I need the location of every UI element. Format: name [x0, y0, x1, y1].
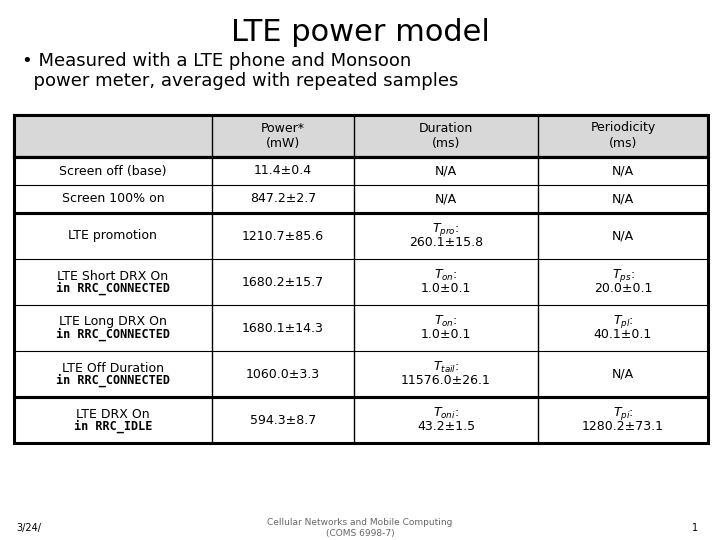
Text: in RRC_CONNECTED: in RRC_CONNECTED: [56, 281, 170, 295]
Text: 260.1±15.8: 260.1±15.8: [409, 236, 483, 249]
Text: N/A: N/A: [612, 165, 634, 178]
Text: 40.1±0.1: 40.1±0.1: [594, 328, 652, 341]
Text: 1: 1: [692, 523, 698, 533]
Text: 3/24/: 3/24/: [16, 523, 41, 533]
Text: 11.4±0.4: 11.4±0.4: [254, 165, 312, 178]
Bar: [14, 397, 708, 443]
Text: $T_{on}$:: $T_{on}$:: [434, 314, 458, 329]
Text: N/A: N/A: [435, 165, 457, 178]
Text: $T_{pi}$:: $T_{pi}$:: [613, 405, 634, 422]
Text: 1680.1±14.3: 1680.1±14.3: [242, 321, 324, 334]
Bar: [14, 397, 708, 443]
Text: $T_{pro}$:: $T_{pro}$:: [433, 221, 459, 238]
Text: N/A: N/A: [612, 192, 634, 206]
Bar: [14, 213, 708, 397]
Text: 1060.0±3.3: 1060.0±3.3: [246, 368, 320, 381]
Bar: [14, 157, 708, 213]
Text: LTE DRX On: LTE DRX On: [76, 408, 150, 421]
Text: 1280.2±73.1: 1280.2±73.1: [582, 420, 664, 433]
Text: 11576.0±26.1: 11576.0±26.1: [401, 374, 491, 387]
Text: power meter, averaged with repeated samples: power meter, averaged with repeated samp…: [22, 72, 459, 90]
Bar: [14, 157, 708, 213]
Text: Screen 100% on: Screen 100% on: [62, 192, 164, 206]
Text: $T_{tail}$:: $T_{tail}$:: [433, 360, 459, 375]
Text: in RRC_CONNECTED: in RRC_CONNECTED: [56, 327, 170, 341]
Text: in RRC_CONNECTED: in RRC_CONNECTED: [56, 373, 170, 387]
Text: LTE power model: LTE power model: [230, 18, 490, 47]
Text: Periodicity
(ms): Periodicity (ms): [590, 122, 656, 151]
Text: LTE Off Duration: LTE Off Duration: [62, 361, 164, 375]
Text: Duration
(ms): Duration (ms): [419, 122, 473, 151]
Text: 1210.7±85.6: 1210.7±85.6: [242, 230, 324, 242]
Text: Cellular Networks and Mobile Computing
(COMS 6998-7): Cellular Networks and Mobile Computing (…: [267, 518, 453, 538]
Text: N/A: N/A: [612, 368, 634, 381]
Text: $T_{oni}$:: $T_{oni}$:: [433, 406, 459, 421]
Text: $T_{pl}$:: $T_{pl}$:: [613, 313, 634, 330]
Text: 43.2±1.5: 43.2±1.5: [417, 420, 475, 433]
Text: Power*
(mW): Power* (mW): [261, 122, 305, 151]
Text: $T_{on}$:: $T_{on}$:: [434, 268, 458, 283]
Text: LTE Short DRX On: LTE Short DRX On: [58, 269, 168, 282]
Text: 594.3±8.7: 594.3±8.7: [250, 414, 316, 427]
Text: LTE promotion: LTE promotion: [68, 230, 158, 242]
Text: 1680.2±15.7: 1680.2±15.7: [242, 275, 324, 288]
Bar: [14, 213, 708, 397]
Text: in RRC_IDLE: in RRC_IDLE: [73, 419, 152, 433]
Text: Screen off (base): Screen off (base): [59, 165, 166, 178]
Text: 20.0±0.1: 20.0±0.1: [594, 282, 652, 295]
Text: $T_{ps}$:: $T_{ps}$:: [611, 267, 634, 284]
Text: 847.2±2.7: 847.2±2.7: [250, 192, 316, 206]
Text: N/A: N/A: [612, 230, 634, 242]
Text: 1.0±0.1: 1.0±0.1: [420, 282, 471, 295]
Bar: [14, 115, 708, 157]
Text: 1.0±0.1: 1.0±0.1: [420, 328, 471, 341]
Text: • Measured with a LTE phone and Monsoon: • Measured with a LTE phone and Monsoon: [22, 52, 411, 70]
Text: LTE Long DRX On: LTE Long DRX On: [59, 315, 167, 328]
Bar: [14, 115, 708, 157]
Text: N/A: N/A: [435, 192, 457, 206]
